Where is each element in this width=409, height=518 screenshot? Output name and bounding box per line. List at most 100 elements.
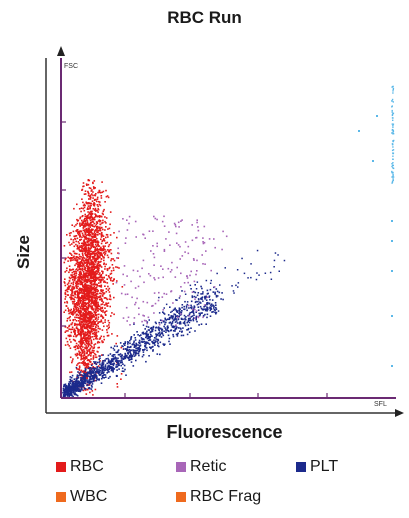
plt-point	[135, 352, 137, 355]
plt-point	[72, 385, 74, 387]
retic-point	[208, 238, 211, 240]
rbc-point	[76, 268, 78, 270]
plt-point	[200, 298, 202, 300]
rbc-point	[89, 305, 91, 307]
retic-point	[142, 233, 144, 236]
rbc-point	[93, 282, 96, 285]
plt-point	[92, 367, 95, 369]
plt-point	[212, 311, 214, 313]
plt-point	[183, 314, 186, 317]
retic-point	[125, 306, 128, 309]
rbc-point	[75, 257, 77, 260]
plt-point	[182, 322, 185, 324]
rbc-point	[74, 235, 77, 237]
plt-point	[110, 367, 112, 370]
outlier-point	[391, 220, 393, 222]
plt-point	[67, 386, 69, 388]
plt-point	[127, 357, 130, 360]
rbc-point	[95, 290, 97, 292]
plt-point	[172, 316, 174, 319]
rbc-point	[88, 299, 90, 301]
plt-point	[188, 321, 191, 324]
rbc-point	[68, 271, 70, 274]
plt-point	[194, 284, 196, 286]
retic-point	[176, 316, 179, 319]
plt-point	[64, 393, 66, 396]
rbc-point	[102, 255, 104, 258]
outlier-point	[391, 109, 393, 112]
rbc-point	[70, 297, 72, 300]
plt-point	[187, 317, 190, 320]
rbc-point	[71, 224, 73, 226]
plt-point	[91, 381, 93, 383]
rbc-point	[82, 229, 85, 232]
rbc-point	[63, 311, 65, 313]
rbc-point	[79, 330, 82, 333]
plt-point	[104, 365, 107, 368]
rbc-point	[71, 288, 74, 291]
plt-point	[190, 327, 192, 329]
rbc-point	[97, 241, 100, 244]
rbc-point	[87, 183, 90, 186]
retic-point	[134, 303, 136, 306]
rbc-point	[74, 311, 76, 313]
plt-point	[70, 389, 73, 392]
rbc-point	[91, 200, 94, 202]
plt-point	[231, 285, 233, 287]
plt-point	[155, 340, 157, 342]
plt-point	[121, 361, 123, 364]
rbc-point	[69, 244, 71, 246]
plt-point	[211, 311, 213, 313]
plt-point	[197, 292, 200, 294]
rbc-point	[82, 254, 84, 257]
rbc-point	[92, 315, 95, 318]
plt-point	[151, 340, 154, 343]
rbc-point	[94, 329, 97, 332]
rbc-point	[99, 295, 102, 297]
rbc-point	[86, 309, 89, 311]
rbc-point	[91, 193, 93, 195]
rbc-point	[80, 341, 83, 343]
rbc-point	[71, 271, 74, 274]
rbc-point	[96, 253, 98, 256]
rbc-point	[77, 304, 79, 307]
rbc-point	[76, 290, 79, 292]
rbc-point	[90, 351, 92, 354]
plt-point	[107, 360, 110, 363]
rbc-point	[99, 264, 102, 267]
rbc-point	[85, 245, 87, 247]
rbc-point	[84, 361, 86, 364]
rbc-point	[70, 328, 72, 331]
rbc-point	[77, 331, 79, 333]
plt-point	[144, 344, 147, 347]
rbc-point	[94, 238, 96, 241]
plt-point	[121, 359, 123, 362]
rbc-point	[81, 349, 83, 352]
plt-point	[165, 303, 168, 306]
rbc-point	[92, 299, 94, 301]
rbc-point	[104, 201, 106, 203]
rbc-point	[81, 268, 83, 270]
rbc-point	[79, 261, 81, 263]
rbc-point	[93, 222, 96, 225]
rbc-point	[91, 261, 93, 263]
rbc-point	[64, 258, 67, 261]
rbc-point	[90, 281, 93, 284]
rbc-point	[82, 247, 84, 250]
legend-item-rbc-frag: RBC Frag	[176, 488, 261, 506]
rbc-point	[93, 268, 95, 271]
rbc-point	[83, 219, 85, 221]
rbc-point	[79, 351, 82, 354]
plt-point	[104, 369, 106, 371]
retic-point	[132, 269, 135, 272]
plt-point	[165, 319, 168, 321]
rbc-point	[94, 323, 97, 325]
plt-point	[71, 381, 74, 384]
rbc-point	[95, 227, 98, 229]
plt-point	[116, 369, 118, 371]
rbc-point	[85, 377, 88, 379]
plt-point	[273, 266, 275, 268]
plt-point	[138, 339, 141, 342]
rbc-point	[81, 236, 83, 238]
rbc-point	[73, 298, 76, 301]
